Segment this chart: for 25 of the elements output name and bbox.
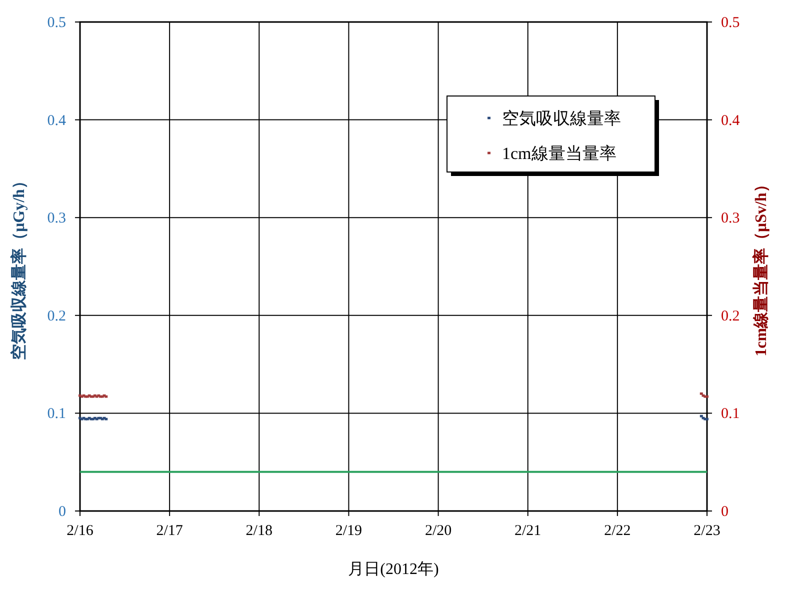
y-tick-label: 0.3 [47, 210, 66, 227]
legend-label: 空気吸収線量率 [502, 109, 621, 128]
x-tick-label: 2/18 [246, 523, 272, 539]
y2-axis-title: 1cm線量当量率（μSv/h） [751, 176, 770, 356]
x-tick-label: 2/19 [335, 523, 362, 539]
y-tick-label: 0.5 [47, 15, 66, 31]
legend-label: 1cm線量当量率 [502, 144, 616, 163]
x-axis-title: 月日(2012年) [348, 561, 439, 578]
x-tick-label: 2/16 [66, 523, 94, 539]
x-tick-label: 2/22 [604, 523, 631, 539]
y-axis-title: 空気吸収線量率（μGy/h） [9, 173, 28, 360]
y-tick-label: 0.1 [47, 406, 66, 422]
y-tick-label: 0.4 [47, 112, 66, 129]
y2-tick-label: 0.1 [721, 406, 740, 422]
y-tick-label: 0.2 [47, 308, 66, 324]
y2-tick-label: 0.5 [721, 15, 740, 31]
x-tick-label: 2/21 [514, 523, 542, 539]
y2-tick-label: 0.3 [721, 210, 740, 227]
x-tick-label: 2/17 [156, 523, 184, 539]
x-tick-label: 2/23 [694, 523, 720, 539]
y2-tick-label: 0.4 [721, 112, 740, 129]
y-tick-label: 0 [58, 504, 66, 520]
y2-tick-label: 0.2 [721, 308, 740, 324]
y2-tick-label: 0 [721, 504, 728, 520]
x-tick-label: 2/20 [424, 523, 452, 539]
